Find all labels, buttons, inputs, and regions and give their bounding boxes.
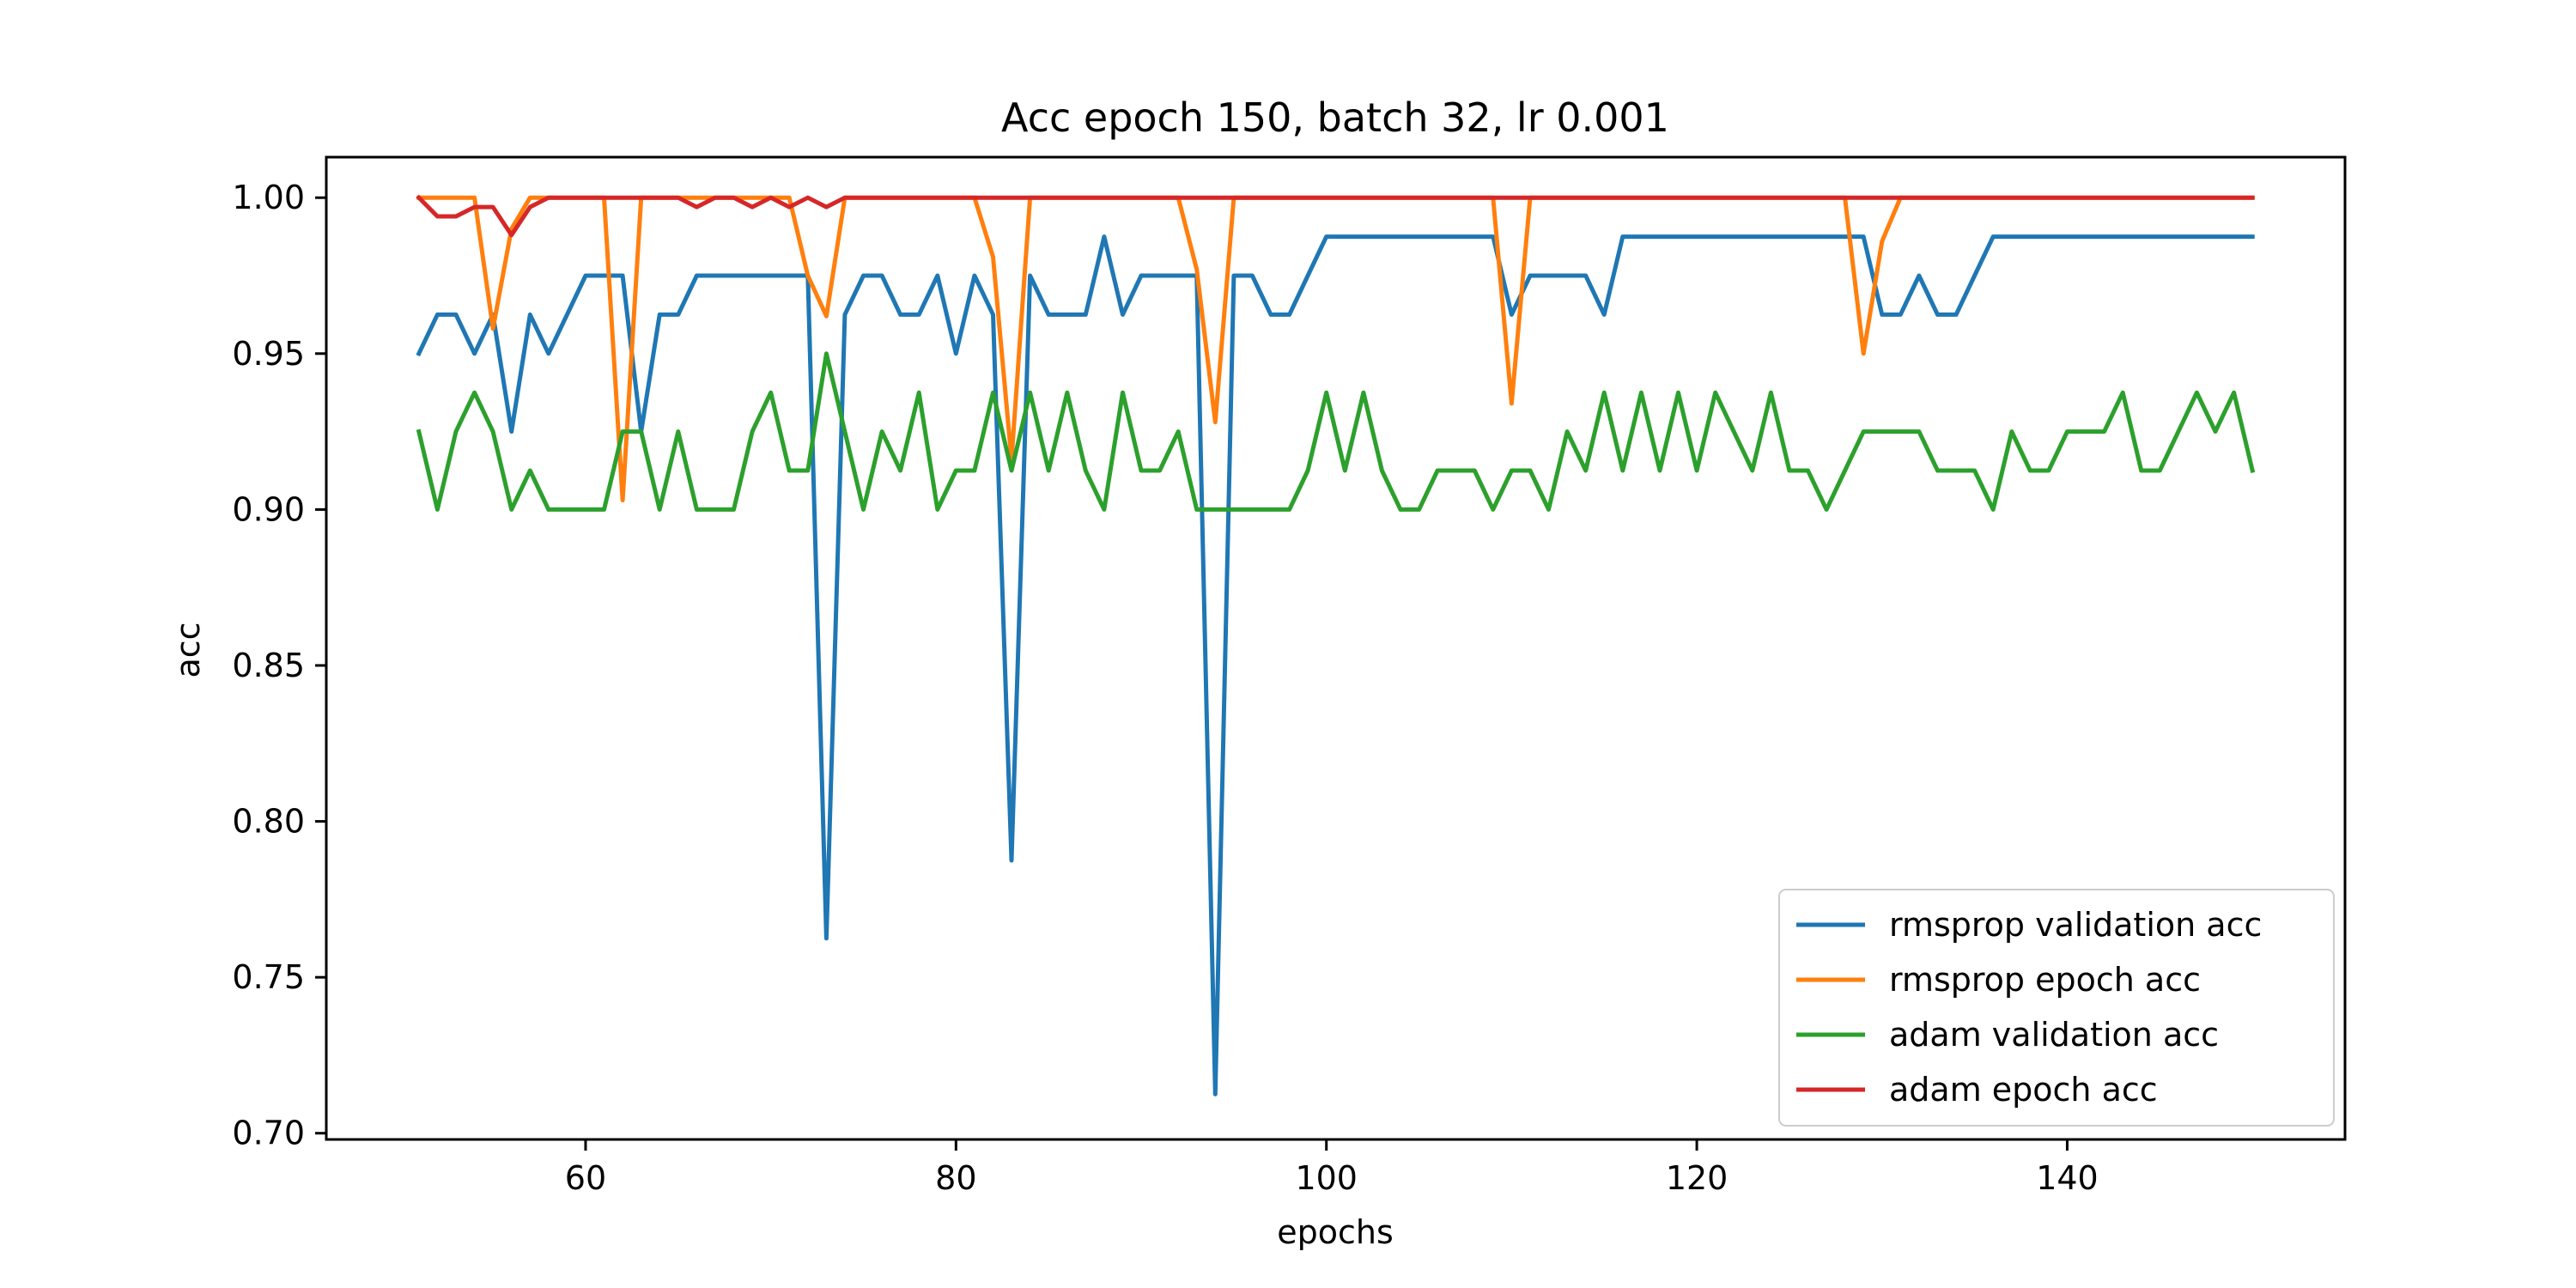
- x-tick-label: 80: [935, 1159, 976, 1197]
- legend-label: adam validation acc: [1889, 1016, 2219, 1054]
- legend-box: [1778, 889, 2335, 1127]
- y-axis: 0.70 0.75 0.80 0.85 0.90 0.95 1.00: [232, 179, 326, 1152]
- x-tick-label: 140: [2036, 1159, 2099, 1197]
- series-line-4: [416, 194, 2255, 238]
- chart-title: Acc epoch 150, batch 32, lr 0.001: [1001, 94, 1669, 141]
- x-axis-label: epochs: [1277, 1213, 1394, 1251]
- y-tick-label: 0.75: [232, 958, 305, 996]
- x-tick-label: 100: [1295, 1159, 1358, 1197]
- x-axis: 60 80 100 120 140: [565, 1139, 2099, 1197]
- plot-frame: [325, 155, 2347, 1141]
- y-tick-label: 0.80: [232, 803, 305, 841]
- y-tick-label: 1.00: [232, 179, 305, 216]
- y-tick-label: 0.95: [232, 335, 305, 373]
- y-tick-label: 0.90: [232, 490, 305, 528]
- legend-label: rmsprop epoch acc: [1889, 961, 2201, 999]
- legend-label: adam epoch acc: [1889, 1071, 2158, 1109]
- x-tick-label: 120: [1666, 1159, 1728, 1197]
- y-axis-label: acc: [169, 622, 207, 677]
- y-tick-label: 0.70: [232, 1115, 305, 1152]
- series-line-3: [416, 351, 2256, 512]
- legend: rmsprop validation acc rmsprop epoch acc a…: [1778, 889, 2335, 1127]
- x-tick-label: 60: [565, 1159, 606, 1197]
- series-line-2: [416, 195, 2255, 502]
- y-tick-label: 0.85: [232, 647, 305, 684]
- plot-lines: [416, 194, 2256, 1097]
- legend-label: rmsprop validation acc: [1889, 906, 2262, 944]
- series-line-1: [416, 234, 2255, 1097]
